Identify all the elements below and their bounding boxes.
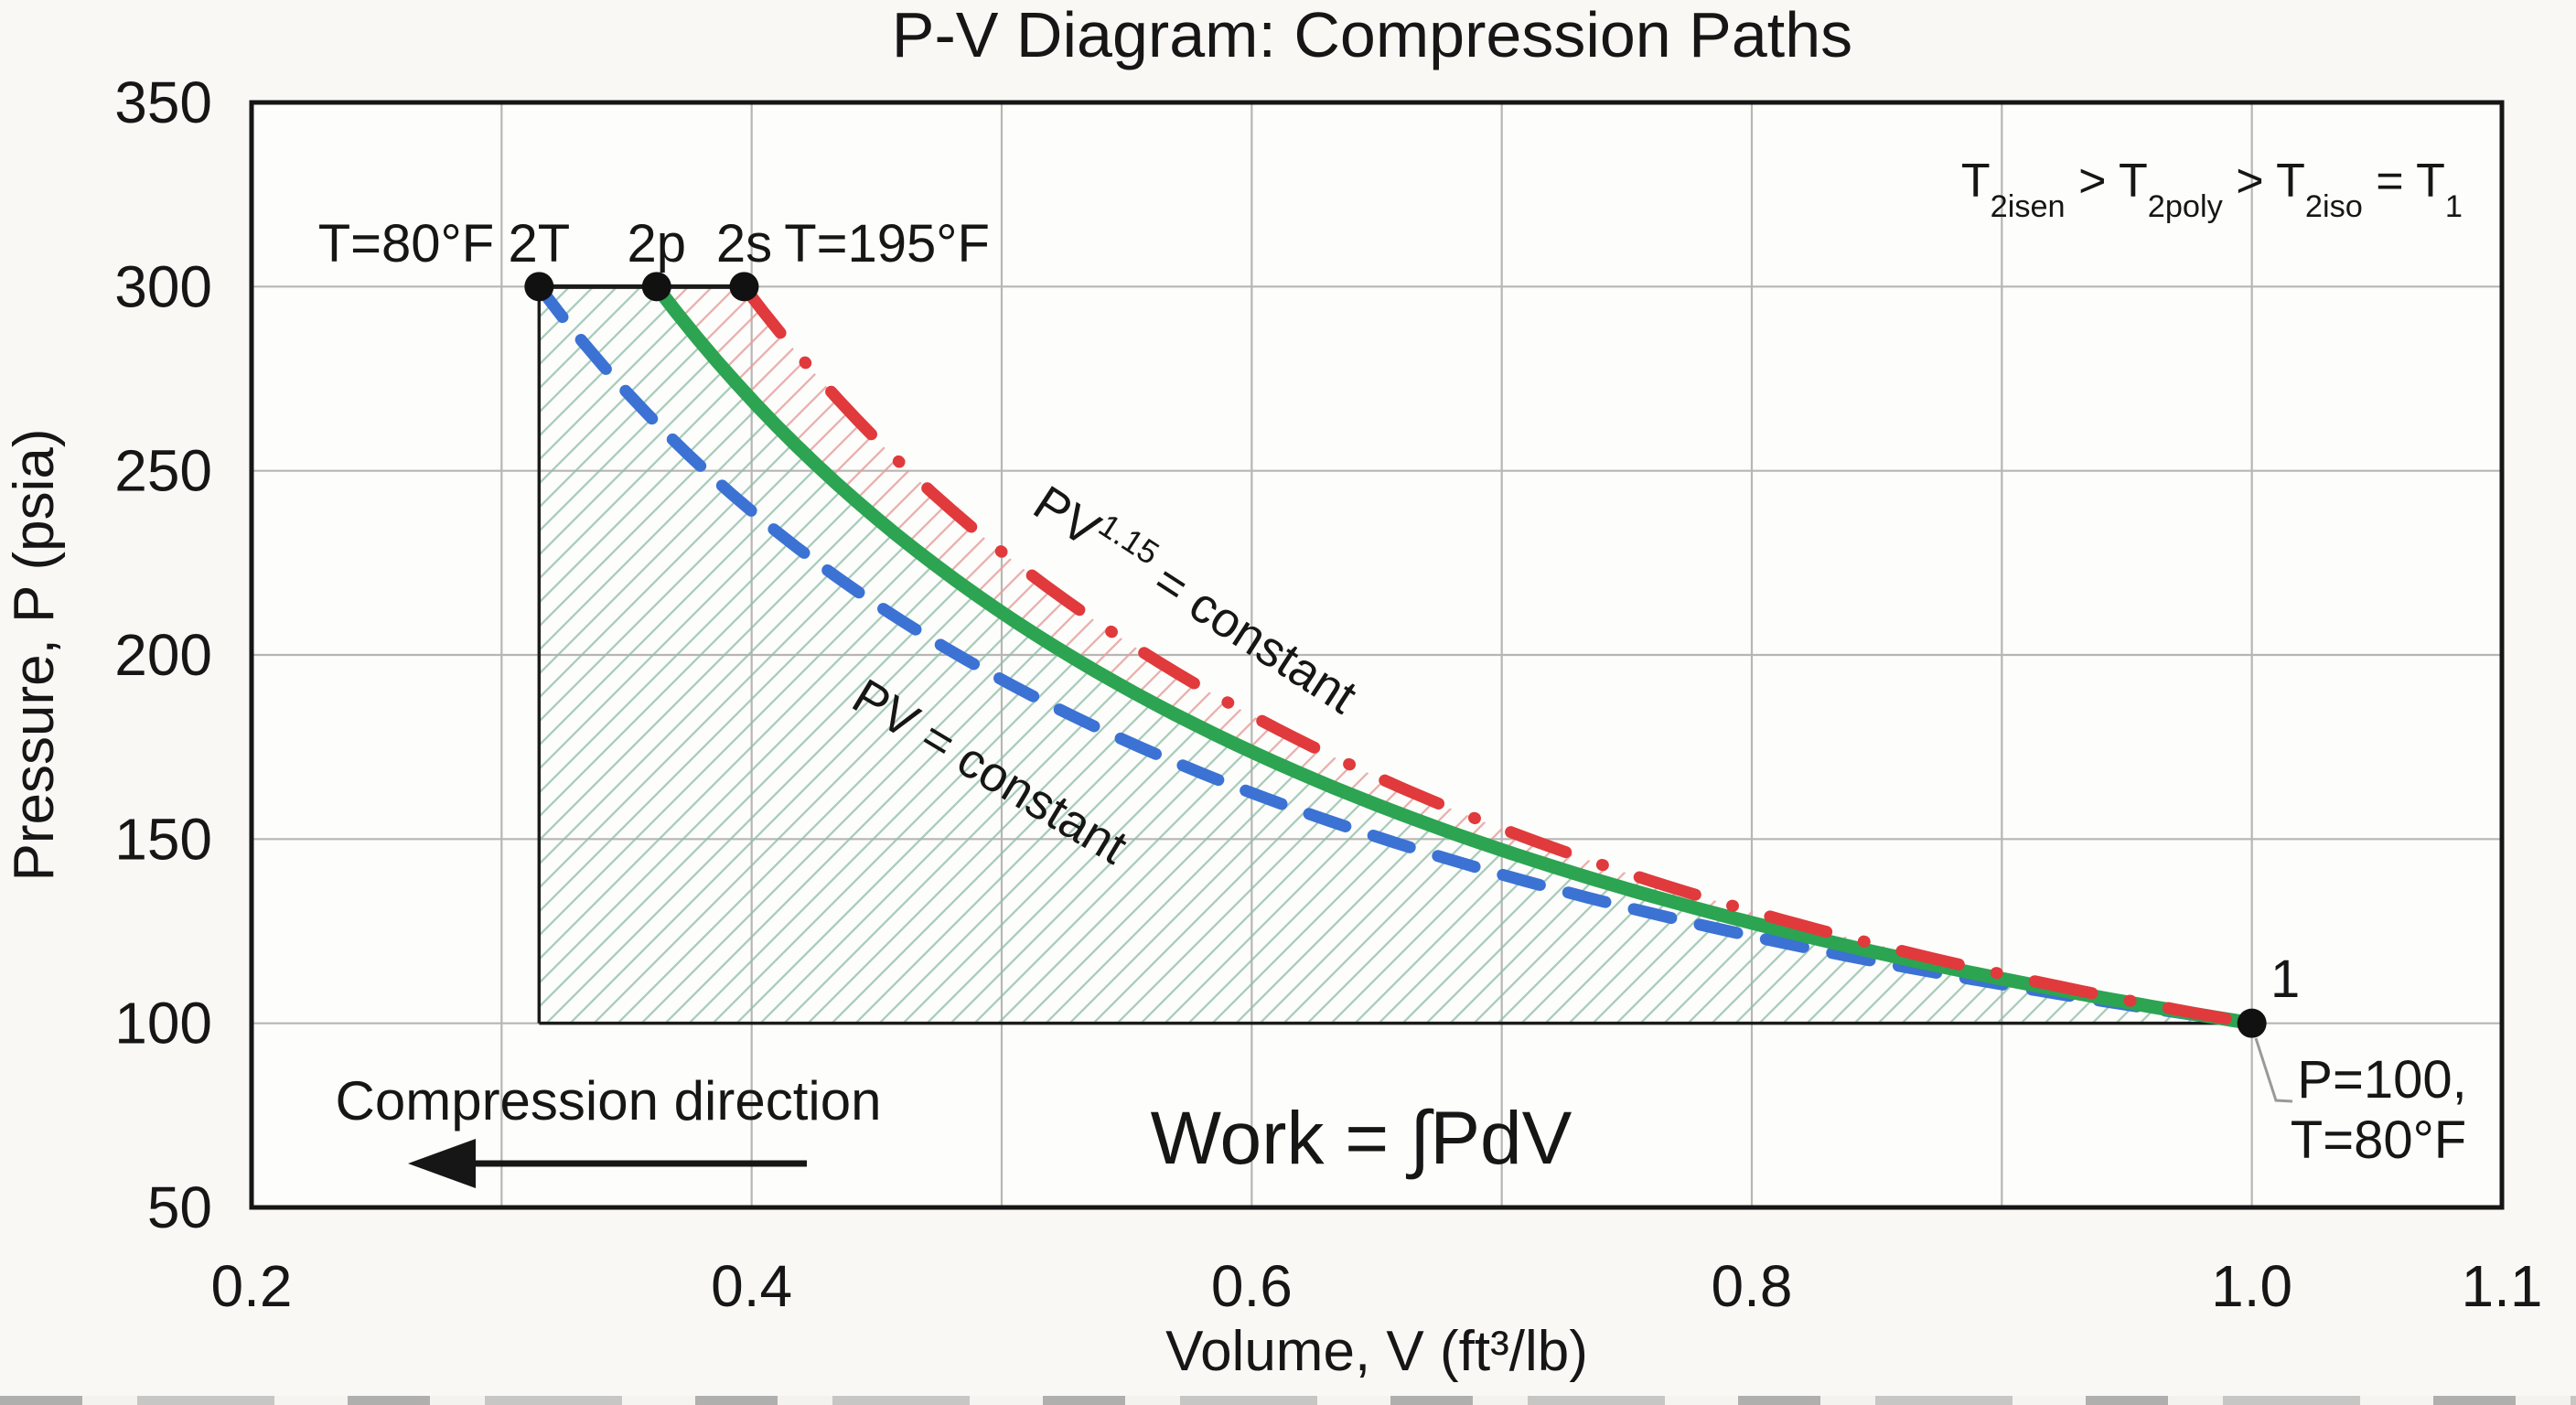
- state-label-t80f: T=80°F: [318, 214, 494, 273]
- point-1-note-line1: P=100,: [2297, 1050, 2466, 1110]
- x-tick-label: 0.4: [711, 1253, 792, 1319]
- state-point-labels: T=80°F 2T 2p 2s T=195°F: [318, 214, 990, 273]
- state-label-2t: 2T: [508, 214, 570, 273]
- compression-direction-label: Compression direction: [336, 1070, 882, 1132]
- point-1-note-line2: T=80°F: [2291, 1110, 2466, 1170]
- y-tick-label: 200: [114, 622, 212, 688]
- work-integral-annotation: Work = ∫PdV: [1151, 1097, 1572, 1180]
- x-axis-title: Volume, V (ft³/lb): [1165, 1320, 1588, 1383]
- compression-direction-arrow: [408, 1139, 807, 1188]
- polytropic-work-hatch-region: [539, 286, 2252, 1024]
- state-point-2T-marker: [524, 272, 554, 302]
- temperature-inequality-annotation: T2isen > T2poly > T2iso = T1: [1961, 155, 2463, 224]
- scan-edge-artifact: [0, 1396, 2576, 1405]
- x-tick-label: 0.6: [1211, 1253, 1293, 1319]
- state-point-2s-marker: [729, 272, 759, 302]
- polytropic-compression-curve: [649, 280, 2259, 1031]
- x-tick-label: 0.8: [1712, 1253, 1793, 1319]
- y-tick-label: 300: [114, 253, 212, 319]
- work-area-hatch: [539, 286, 2252, 1024]
- y-tick-label: 50: [147, 1174, 212, 1240]
- plot-frame: [249, 100, 2505, 1210]
- x-tick-label: 1.0: [2211, 1253, 2292, 1319]
- x-tick-label: 0.2: [211, 1253, 293, 1319]
- isentropic-compression-curve: [738, 281, 2259, 1030]
- y-tick-label: 350: [114, 70, 212, 135]
- state-label-2p: 2p: [628, 214, 687, 273]
- compression-path-curves: [532, 280, 2259, 1031]
- state-label-2s: 2s: [716, 214, 772, 273]
- state-point-2p-marker: [641, 272, 671, 302]
- point-1-id-label: 1: [2270, 949, 2300, 1009]
- process-boundary-lines: [537, 284, 2252, 1025]
- state-point-markers: [524, 272, 2267, 1038]
- x-tick-label: 1.1: [2462, 1253, 2543, 1319]
- y-tick-label: 100: [114, 991, 212, 1056]
- axis-tick-labels: 0.2 0.4 0.6 0.8 1.0 1.1 50 100 150 200 250 300 350: [114, 70, 2542, 1319]
- y-tick-label: 250: [114, 438, 212, 504]
- y-axis-title: Pressure, P (psia): [3, 428, 66, 881]
- point-1-leader-line: [2254, 1037, 2293, 1103]
- chart-title: P-V Diagram: Compression Paths: [892, 0, 1852, 70]
- state-label-t195f: T=195°F: [784, 214, 990, 273]
- state-point-1-marker: [2237, 1008, 2267, 1038]
- y-tick-label: 150: [114, 806, 212, 872]
